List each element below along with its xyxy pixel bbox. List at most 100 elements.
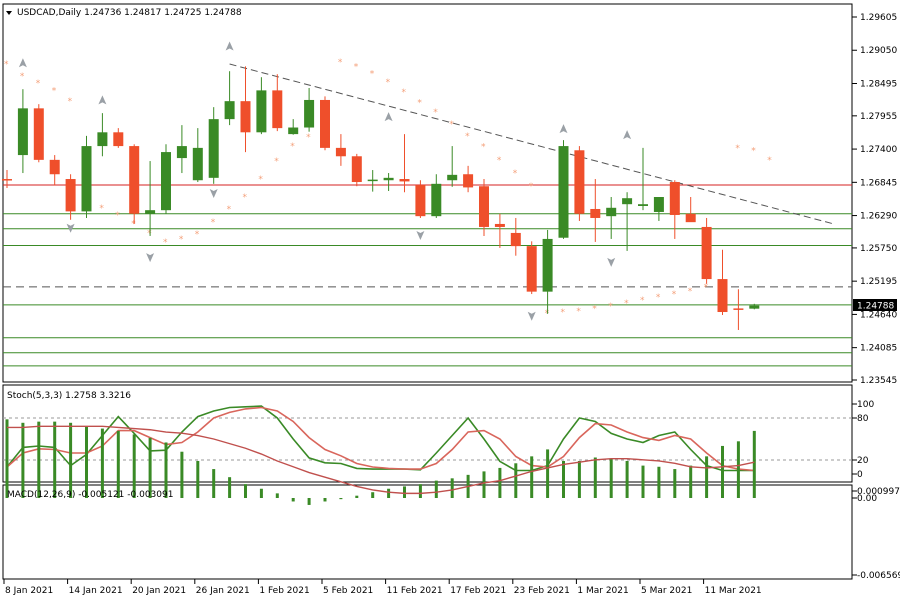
sar-dot: * <box>576 307 581 317</box>
stoch-label: Stoch(5,3,3) 1.2758 3.3216 <box>7 391 131 401</box>
macd-bar <box>482 471 486 498</box>
macd-bar <box>85 426 88 498</box>
sar-dot: * <box>36 79 41 89</box>
fractal-down-icon <box>146 253 155 263</box>
candle-body <box>240 101 251 133</box>
sar-dot: * <box>481 143 486 153</box>
macd-bar <box>387 488 391 498</box>
candle-body <box>256 90 267 133</box>
candle-body <box>653 197 664 212</box>
time-tick-label: 26 Jan 2021 <box>196 586 250 596</box>
candle-body <box>622 198 633 205</box>
sar-dot: * <box>115 211 120 221</box>
candle-body <box>638 204 648 206</box>
candle-body <box>65 179 76 212</box>
fractal-up-icon <box>225 41 234 51</box>
fractals-layer <box>18 41 632 321</box>
fractal-up-icon <box>18 58 27 68</box>
sar-dot: * <box>592 304 597 314</box>
candle-body <box>81 146 92 212</box>
macd-bar <box>259 488 263 498</box>
macd-tick-label: 0.00 <box>857 494 877 504</box>
sar-dot: * <box>195 230 200 240</box>
candle-body <box>733 308 744 310</box>
fractal-up-icon <box>384 112 393 122</box>
time-tick-label: 8 Jan 2021 <box>5 586 53 596</box>
main-panel-border <box>2 3 853 383</box>
candle-body <box>526 246 537 292</box>
macd-bar <box>371 492 375 498</box>
macd-bar <box>530 456 534 498</box>
sar-dot: * <box>227 205 232 215</box>
candle-body <box>335 147 346 157</box>
sar-dot: * <box>656 293 661 303</box>
sar-dot: * <box>465 132 470 142</box>
time-tick-label: 20 Jan 2021 <box>132 586 186 596</box>
candle-body <box>463 174 474 188</box>
time-tick-label: 11 Mar 2021 <box>705 586 762 596</box>
chart-menu-icon[interactable] <box>6 11 12 15</box>
macd-bar <box>498 467 502 498</box>
candle-body <box>415 185 426 217</box>
price-tick-label: 1.27955 <box>860 112 897 122</box>
sar-dot: * <box>417 98 422 108</box>
candle-body <box>224 101 235 120</box>
macd-bar <box>593 457 597 498</box>
candle-body <box>701 226 712 280</box>
macd-bar <box>546 449 550 498</box>
fractal-down-icon <box>209 189 218 199</box>
price-tick-label: 1.23545 <box>860 376 897 386</box>
candle-body <box>320 99 330 148</box>
fractal-up-icon <box>98 95 107 105</box>
current-price-value: 1.24788 <box>857 302 894 312</box>
sar-dot: * <box>497 156 502 166</box>
time-axis: 8 Jan 2021 14 Jan 2021 20 Jan 2021 26 Jan 2… <box>3 579 762 596</box>
time-tick-label: 1 Feb 2021 <box>259 586 309 596</box>
candle-body <box>367 179 378 182</box>
sar-dot: * <box>20 72 25 82</box>
sar-dot: * <box>608 302 613 312</box>
macd-bar <box>100 428 104 498</box>
macd-bar <box>689 465 693 498</box>
fractal-down-icon <box>416 230 425 240</box>
macd-bar <box>212 469 216 498</box>
stoch-tick-label: 0 <box>857 470 863 480</box>
candle-body <box>17 108 28 156</box>
sar-dot: * <box>163 238 168 248</box>
macd-label: MACD(12,26,9) -0.005121 -0.003091 <box>7 490 173 500</box>
sar-dot: * <box>258 175 263 185</box>
sar-dot: * <box>386 78 391 88</box>
candle-body <box>161 152 171 211</box>
fractal-down-icon <box>66 223 75 233</box>
trendline <box>229 63 834 225</box>
sar-dot: * <box>545 309 550 319</box>
price-tick-label: 1.25195 <box>860 277 897 287</box>
candle-body <box>288 127 299 135</box>
macd-bar <box>69 422 73 498</box>
candle-body <box>145 210 156 214</box>
candle-body <box>479 186 489 227</box>
macd-bar <box>196 460 200 498</box>
time-tick-label: 14 Jan 2021 <box>69 586 123 596</box>
candle-body <box>192 147 203 181</box>
price-tick-label: 1.29605 <box>860 13 897 23</box>
candle-body <box>574 150 585 214</box>
stoch-tick-label: 20 <box>857 456 869 466</box>
macd-bar <box>657 466 661 498</box>
macd-bar <box>514 463 518 498</box>
time-tick-label: 5 Mar 2021 <box>641 586 692 596</box>
sar-dot: * <box>704 283 709 293</box>
macd-tick-label: -0.006569 <box>857 571 900 581</box>
macd-bar <box>609 458 613 498</box>
candle-body <box>717 279 728 313</box>
candle-body <box>606 207 617 217</box>
macd-bar <box>721 445 724 498</box>
sar-dot: * <box>672 290 677 300</box>
candle-body <box>33 108 44 160</box>
sar-dot: * <box>370 70 375 80</box>
sar-dot: * <box>751 146 756 156</box>
stoch-tick-label: 80 <box>857 414 869 424</box>
